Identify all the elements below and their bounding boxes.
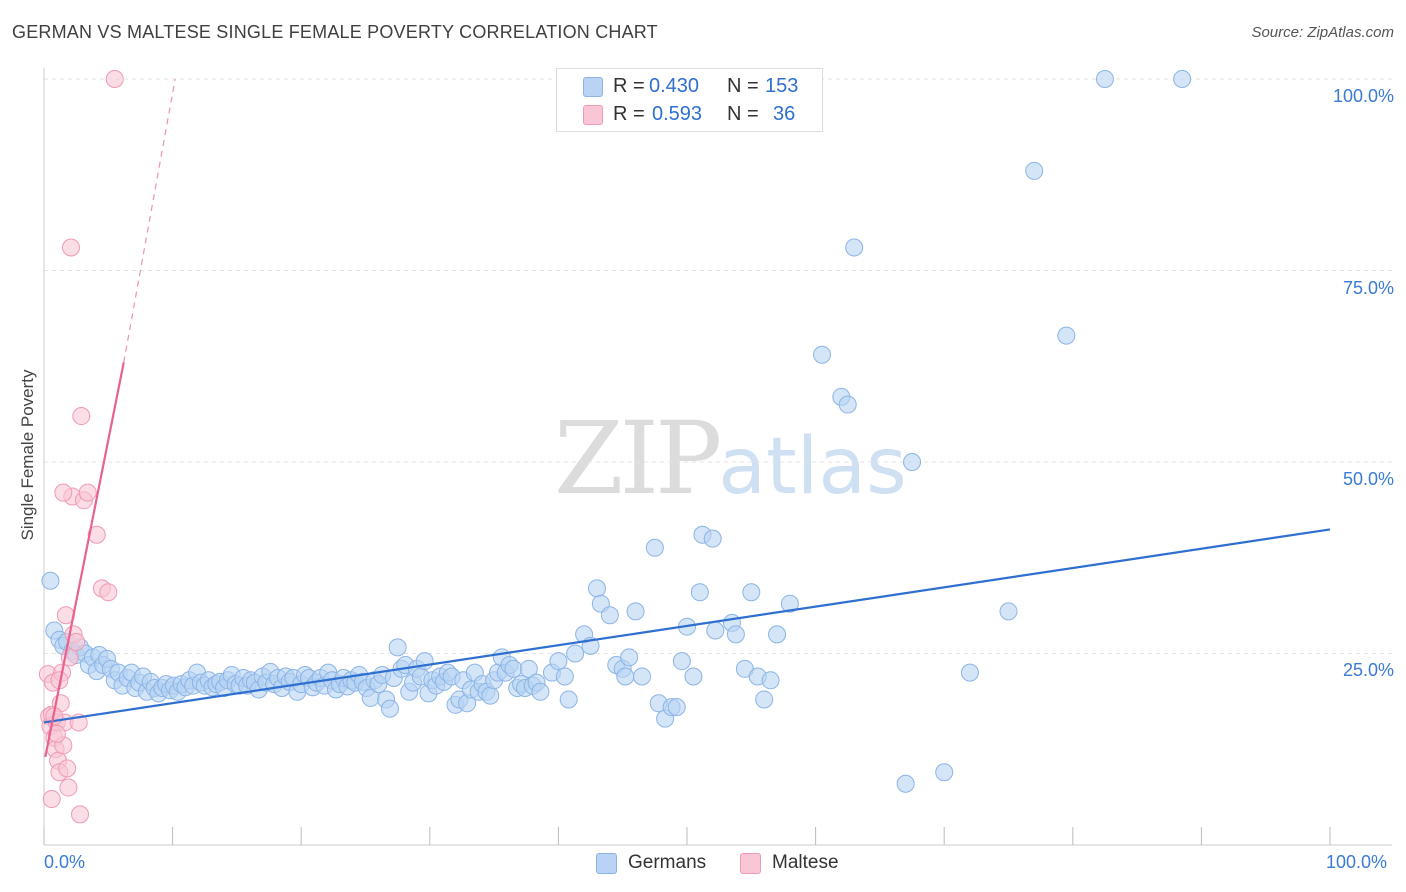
- maltese-point-26: [87, 525, 106, 544]
- legend-maltese-r-value: 0.593: [652, 103, 703, 125]
- axes: [43, 68, 1392, 846]
- legend-german-r-value: 0.430: [649, 75, 700, 97]
- watermark-atlas: atlas: [718, 422, 907, 512]
- german-point-166: [838, 395, 857, 414]
- german-point-153: [703, 529, 722, 548]
- german-point-89: [388, 638, 407, 657]
- german-point-123: [519, 659, 538, 678]
- german-point-175: [1095, 70, 1114, 88]
- german-point-142: [632, 667, 651, 686]
- german-point-140: [620, 648, 639, 667]
- maltese-point-18: [62, 238, 81, 257]
- german-point-136: [600, 606, 619, 625]
- maltese-point-30: [42, 790, 61, 809]
- german-point-113: [481, 686, 500, 705]
- x-tick-label-100: 100.0%: [1326, 852, 1388, 872]
- german-point-0: [41, 571, 60, 590]
- legend-swatch-maltese: [583, 105, 603, 125]
- x-tick-label-0: 0.0%: [44, 852, 86, 872]
- german-point-119: [504, 659, 523, 678]
- german-point-130: [559, 690, 578, 709]
- german-point-168: [896, 774, 915, 793]
- y-axis-label: Single Female Poverty: [18, 369, 37, 541]
- bottom-legend-swatch-german: [596, 853, 617, 874]
- maltese-point-23: [72, 407, 91, 426]
- bottom-legend-label-maltese: Maltese: [772, 852, 839, 873]
- german-point-148: [672, 652, 691, 671]
- maltese-point-32: [54, 483, 73, 502]
- bottom-legend-swatch-maltese: [740, 853, 761, 874]
- legend-swatch-german: [583, 77, 603, 97]
- german-point-151: [690, 583, 709, 602]
- maltese-point-16: [59, 778, 78, 797]
- german-point-169: [903, 453, 922, 471]
- german-point-162: [768, 625, 787, 644]
- legend-maltese-n-label: N =: [727, 103, 759, 125]
- german-point-176: [1173, 70, 1192, 88]
- trend-lines: [43, 78, 1331, 758]
- german-point-167: [845, 238, 864, 257]
- german-points: [41, 70, 1192, 793]
- maltese-point-25: [78, 483, 97, 502]
- german-point-172: [999, 602, 1018, 621]
- german-point-147: [667, 698, 686, 717]
- legend-german-r-label: R =: [613, 75, 645, 97]
- german-point-129: [555, 667, 574, 686]
- german-point-131: [566, 644, 585, 663]
- legend-maltese-r-label: R =: [613, 103, 645, 125]
- grid-lines: [44, 78, 1392, 654]
- maltese-points: [38, 70, 124, 824]
- watermark-zip: ZIP: [554, 400, 722, 517]
- legend-maltese-n-value: 36: [773, 103, 796, 125]
- german-point-171: [960, 663, 979, 682]
- german-point-141: [626, 602, 645, 621]
- y-tick-label-50: 50.0%: [1342, 469, 1394, 489]
- german-point-134: [587, 579, 606, 598]
- y-tick-label-75: 75.0%: [1342, 278, 1394, 298]
- german-point-128: [549, 652, 568, 671]
- german-point-156: [726, 625, 745, 644]
- y-tick-label-100: 100.0%: [1332, 86, 1394, 106]
- german-point-157: [742, 583, 761, 602]
- legend-german-n-label: N =: [727, 75, 759, 97]
- german-point-174: [1057, 326, 1076, 345]
- maltese-point-35: [47, 724, 66, 743]
- german-point-160: [755, 690, 774, 709]
- german-point-161: [761, 671, 780, 690]
- maltese-trend-line: [44, 362, 125, 758]
- bottom-legend-label-german: Germans: [628, 852, 707, 873]
- chart-title: GERMAN VS MALTESE SINGLE FEMALE POVERTY …: [12, 22, 658, 42]
- maltese-trend-extension: [123, 78, 176, 363]
- correlation-legend: R = 0.430 N = 153 R = 0.593 N = 36: [556, 68, 823, 132]
- german-point-170: [935, 763, 954, 782]
- german-point-87: [380, 699, 399, 718]
- german-point-164: [813, 345, 832, 364]
- legend-german-n-value: 153: [765, 75, 799, 97]
- german-point-126: [531, 682, 550, 701]
- maltese-point-29: [105, 70, 124, 88]
- maltese-point-15: [58, 759, 77, 778]
- watermark: ZIPatlas: [554, 400, 907, 517]
- y-tick-label-25: 25.0%: [1342, 660, 1394, 680]
- german-point-143: [645, 538, 664, 557]
- german-point-150: [684, 667, 703, 686]
- german-point-154: [706, 621, 725, 640]
- source-credit: Source: ZipAtlas.com: [1251, 24, 1394, 41]
- german-point-163: [780, 594, 799, 613]
- german-point-173: [1025, 161, 1044, 180]
- maltese-point-28: [99, 583, 118, 602]
- german-point-139: [616, 667, 635, 686]
- maltese-point-31: [71, 805, 90, 824]
- german-trend-line: [43, 528, 1331, 724]
